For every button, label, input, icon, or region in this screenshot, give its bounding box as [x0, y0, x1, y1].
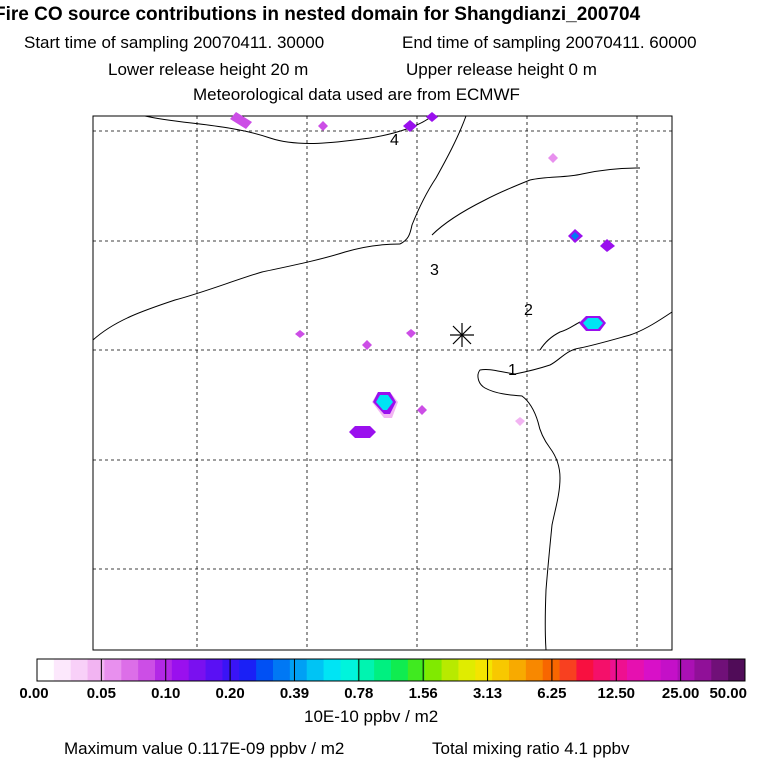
colorbar-cell [37, 659, 55, 681]
colorbar-tick-label: 0.78 [344, 685, 373, 702]
colorbar-cell [458, 659, 476, 681]
colorbar-cell [509, 659, 527, 681]
colorbar-ticks: 0.00 0.05 0.10 0.20 0.39 0.78 1.56 3.13 6.25 12.5… [19, 685, 747, 702]
colorbar-cell [70, 659, 88, 681]
colorbar-tick-label: 0.10 [151, 685, 180, 702]
colorbar-cell [357, 659, 375, 681]
receptor-star-icon [450, 323, 474, 347]
coast-liaoning [539, 321, 581, 351]
chart-title: Fire CO source contributions in nested d… [0, 4, 641, 25]
colorbar-tick-label: 1.56 [409, 685, 438, 702]
plume-label-1: 1 [508, 362, 517, 379]
patch [515, 417, 525, 426]
border-north [144, 115, 433, 144]
colorbar-cell [424, 659, 442, 681]
colorbar-tick-label: 25.00 [662, 685, 700, 702]
colorbar-cell [340, 659, 358, 681]
colorbar-tick-label: 3.13 [473, 685, 502, 702]
colorbar-cell [239, 659, 257, 681]
colorbar-cell [391, 659, 409, 681]
border-inner [92, 243, 401, 341]
colorbar-cell [694, 659, 712, 681]
colorbar-cell [576, 659, 594, 681]
colorbar-units: 10E-10 ppbv / m2 [304, 707, 439, 726]
patch [362, 340, 372, 350]
colorbar-tick-label: 0.20 [215, 685, 244, 702]
map-frame [92, 115, 673, 651]
colorbar-cell [273, 659, 291, 681]
colorbar-cell [492, 659, 510, 681]
patch [295, 330, 305, 338]
colorbar-cell [155, 659, 173, 681]
colorbar-tick-label: 0.05 [87, 685, 116, 702]
colorbar-tick-label: 0.00 [19, 685, 48, 702]
concentration-patches [230, 112, 615, 438]
met-data-source: Meteorological data used are from ECMWF [193, 85, 520, 104]
colorbar-cell [53, 659, 72, 681]
patch [426, 112, 438, 122]
end-time: End time of sampling 20070411. 60000 [402, 33, 697, 52]
upper-release-height: Upper release height 0 m [406, 60, 597, 79]
colorbar-tick-label: 0.39 [280, 685, 309, 702]
colorbar-tick-label: 12.50 [597, 685, 635, 702]
colorbar-cell [525, 659, 544, 681]
colorbar-tick-label: 6.25 [537, 685, 566, 702]
colorbar-cell [306, 659, 324, 681]
patch [318, 121, 328, 131]
colorbar-cell [475, 659, 493, 681]
border-east [399, 115, 467, 245]
colorbar-cell [138, 659, 156, 681]
colorbar-cell [677, 659, 695, 681]
colorbar-cell [627, 659, 645, 681]
plume-label-2: 2 [524, 302, 533, 319]
colorbar-cell [87, 659, 105, 681]
patch [230, 112, 252, 129]
patch [583, 318, 603, 329]
colorbar-cell [121, 659, 139, 681]
colorbar-frame [36, 658, 746, 682]
colorbar-cell [593, 659, 611, 681]
colorbar-cell [374, 659, 392, 681]
plume-label-3: 3 [430, 262, 439, 279]
colorbar-cell [728, 659, 746, 681]
coast-bohai [477, 311, 673, 651]
colorbar-cell [559, 659, 577, 681]
colorbar-cell [441, 659, 459, 681]
patch [571, 232, 579, 240]
colorbar-cell [222, 659, 240, 681]
border-east2 [431, 167, 641, 236]
colorbar-cell [323, 659, 341, 681]
plume-label-4: 4 [390, 132, 399, 149]
colorbar-cell [104, 659, 122, 681]
patch [548, 153, 558, 163]
lower-release-height: Lower release height 20 m [108, 60, 309, 79]
patch [406, 329, 416, 338]
start-time: Start time of sampling 20070411. 30000 [24, 33, 325, 52]
colorbar-cell [188, 659, 206, 681]
coastlines [92, 115, 673, 651]
colorbar-cell [256, 659, 274, 681]
colorbar-cell [205, 659, 223, 681]
colorbar-cell [660, 659, 678, 681]
colorbar-cell [643, 659, 662, 681]
colorbar-tick-label: 50.00 [709, 685, 747, 702]
colorbar [36, 658, 746, 682]
colorbar-cell [711, 659, 729, 681]
colorbar-cell [407, 659, 426, 681]
total-mixing-ratio: Total mixing ratio 4.1 ppbv [432, 739, 630, 758]
grid-lines [93, 116, 672, 650]
colorbar-cell [289, 659, 308, 681]
colorbar-cell [171, 659, 190, 681]
patch [349, 426, 376, 438]
maximum-value: Maximum value 0.117E-09 ppbv / m2 [64, 739, 345, 758]
patch [417, 405, 427, 415]
patch [403, 120, 417, 132]
patch [376, 395, 393, 410]
patch [600, 239, 615, 252]
colorbar-cell [610, 659, 628, 681]
colorbar-cell [542, 659, 560, 681]
